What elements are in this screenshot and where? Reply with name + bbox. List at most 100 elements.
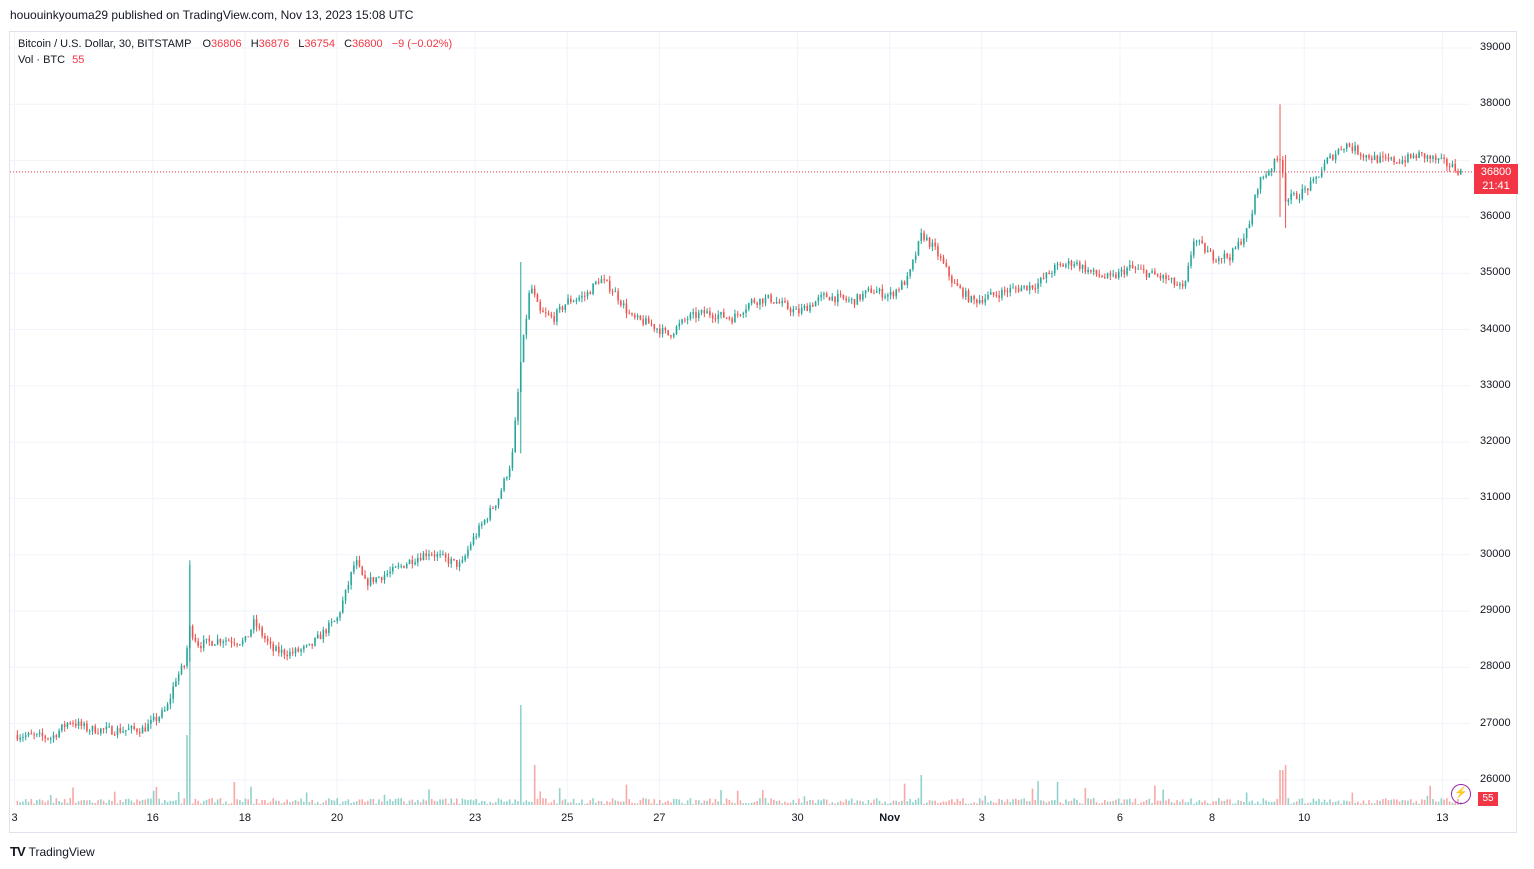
legend-close-label: C [344, 38, 353, 50]
candle-body [753, 299, 756, 303]
volume-bar [1345, 800, 1348, 805]
candle-body [831, 296, 834, 301]
candle-body [878, 288, 881, 292]
candle-body [900, 281, 903, 290]
volume-bar [1001, 799, 1003, 805]
volume-bar [16, 800, 19, 805]
candle-body [286, 654, 288, 657]
price-tick-label: 35000 [1480, 266, 1511, 279]
candle-body [1337, 149, 1340, 154]
candle-body [330, 621, 333, 623]
volume-bar [775, 801, 778, 805]
candle-body [770, 294, 772, 303]
candle-body [956, 283, 959, 286]
candle-body [266, 638, 269, 642]
volume-bar [191, 803, 194, 805]
volume-bar [759, 798, 761, 805]
volume-bar [514, 799, 517, 805]
candle-body [1279, 159, 1281, 161]
volume-bar [806, 801, 809, 805]
legend-main-row: Bitcoin / U.S. Dollar, 30, BITSTAMP O368… [18, 36, 458, 52]
volume-bar [1198, 800, 1201, 805]
candle-body [564, 304, 567, 310]
volume-bar [211, 798, 213, 805]
candle-body [964, 290, 967, 297]
volume-bar [976, 803, 978, 805]
legend-volume-label: Vol · BTC [18, 54, 66, 66]
candle-body [1440, 157, 1443, 159]
price-tick-label: 30000 [1480, 547, 1511, 560]
volume-bar [1212, 801, 1215, 805]
candle-body [795, 308, 797, 310]
volume-bar [214, 802, 216, 805]
volume-bar [533, 765, 536, 805]
lightning-icon[interactable]: ⚡ [1451, 784, 1471, 804]
candle-body [1112, 274, 1114, 276]
candle-body [1290, 193, 1292, 200]
candle-body [675, 326, 678, 334]
candle-body [72, 722, 74, 724]
volume-bar [1231, 803, 1234, 805]
volume-bar [222, 803, 224, 805]
candle-body [1318, 176, 1320, 178]
candle-body [1145, 270, 1148, 278]
tradingview-brand[interactable]: TV TradingView [10, 844, 95, 859]
candle-body [759, 298, 761, 305]
candle-body [978, 299, 981, 304]
time-tick-label: Nov [879, 812, 901, 824]
candle-body [305, 645, 308, 647]
candle-body [358, 560, 361, 567]
volume-bar [792, 799, 795, 805]
volume-bar [378, 799, 380, 805]
candle-body [1090, 269, 1092, 272]
volume-bar [1201, 802, 1203, 805]
candle-body [697, 312, 700, 318]
volume-bar [795, 803, 797, 805]
candle-body [453, 558, 455, 561]
legend: Bitcoin / U.S. Dollar, 30, BITSTAMP O368… [18, 36, 458, 68]
candle-body [300, 649, 302, 652]
publish-line: hououinkyouma29 published on TradingView… [10, 8, 414, 22]
candle-body [903, 281, 906, 286]
volume-bar [339, 803, 341, 805]
volume-bar [1279, 770, 1281, 805]
candle-body [650, 323, 653, 325]
candle-body [948, 266, 950, 277]
volume-bar [600, 801, 603, 805]
candle-body [1209, 250, 1212, 252]
volume-bar [408, 800, 411, 805]
volume-bar [1334, 801, 1337, 805]
volume-bar [1148, 798, 1151, 805]
candle-body [1012, 287, 1014, 289]
volume-bar [845, 799, 847, 805]
candle-body [367, 578, 369, 586]
volume-bar [867, 799, 870, 805]
volume-bar [227, 803, 230, 805]
chart-frame[interactable] [9, 31, 1517, 833]
volume-bar [567, 802, 569, 805]
legend-change: −9 (−0.02%) [391, 38, 453, 50]
candle-body [1026, 285, 1028, 291]
candle-body [511, 452, 514, 469]
candle-body [252, 619, 255, 630]
candle-body [792, 309, 795, 313]
volume-bar [781, 803, 783, 805]
volume-bar [52, 802, 55, 805]
candle-body [472, 536, 475, 545]
candle-body [419, 557, 422, 561]
candle-body [433, 554, 436, 557]
volume-bar [684, 803, 686, 805]
volume-bar [275, 800, 277, 805]
volume-bar [722, 803, 725, 805]
volume-bar [1170, 801, 1173, 805]
volume-bar [1229, 799, 1231, 805]
volume-bar [494, 802, 497, 805]
candle-body [553, 316, 555, 322]
candle-body [205, 638, 208, 640]
volume-bar [116, 803, 119, 805]
candle-body [600, 279, 603, 284]
volume-bar [417, 800, 419, 805]
candle-body [1384, 157, 1387, 159]
volume-bar [1354, 802, 1356, 805]
